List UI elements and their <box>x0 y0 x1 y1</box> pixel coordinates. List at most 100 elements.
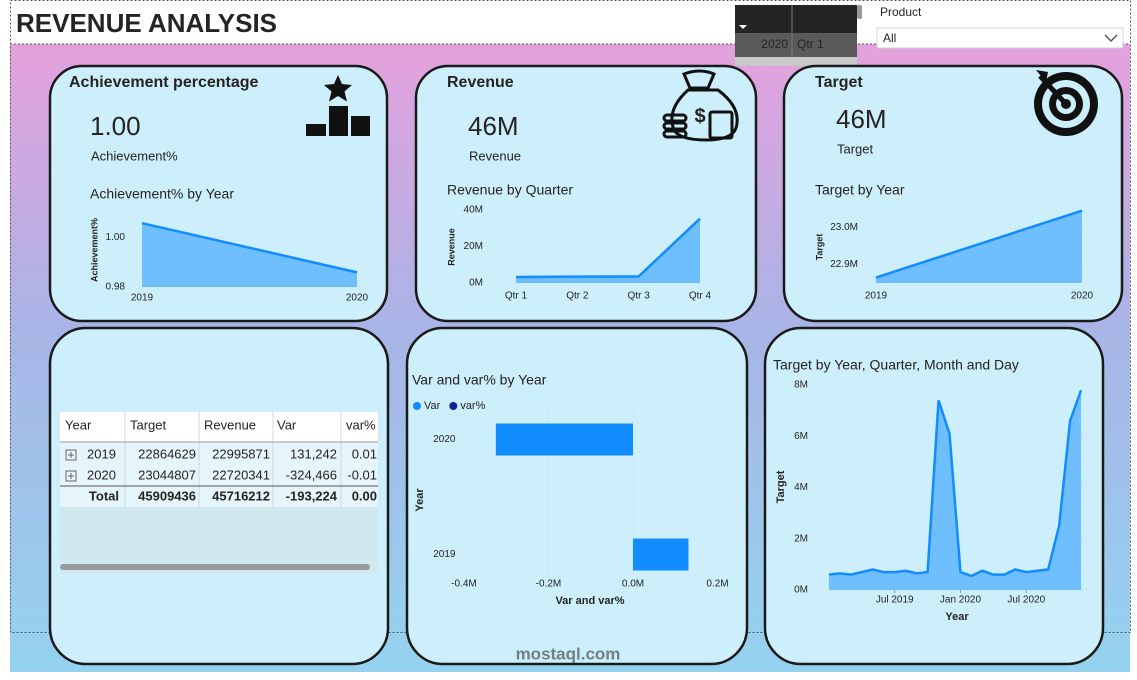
y-tick-label: 22.9M <box>830 259 858 270</box>
panel <box>405 326 749 666</box>
y-tick-label: 2020 <box>433 434 456 445</box>
area <box>516 218 700 283</box>
table-body <box>60 442 378 507</box>
table-cell: 0.01 <box>352 446 377 461</box>
table-cell: 45909436 <box>138 488 196 503</box>
table-scrollbar[interactable] <box>60 564 370 570</box>
slicer-header <box>735 5 857 33</box>
card-title: Achievement percentage <box>69 74 259 91</box>
slicer-header-label: Quarter <box>797 8 838 22</box>
card-value: 1.00 <box>90 111 141 141</box>
x-tick-label: Jul 2019 <box>876 595 914 606</box>
area <box>876 210 1082 283</box>
target-icon <box>1034 70 1098 136</box>
slicer-title: Product <box>880 5 922 19</box>
x-tick-label: 0.2M <box>706 579 728 590</box>
y-tick-label: 0.98 <box>106 282 126 293</box>
y-tick-label: 20M <box>464 241 483 252</box>
y-tick-label: 4M <box>794 482 808 493</box>
x-axis-title: Year <box>945 611 969 623</box>
x-tick-label: Jan 2020 <box>940 595 982 606</box>
chart-title: Achievement% by Year <box>90 186 234 202</box>
table-cell: 22995871 <box>212 446 270 461</box>
x-tick-label: Qtr 4 <box>689 291 712 302</box>
table-cell: 2019 <box>87 446 116 461</box>
slicer-scroll <box>857 5 862 19</box>
dropdown-chevron <box>1104 34 1118 43</box>
slicer-cell: Qtr 1 <box>797 37 824 51</box>
area <box>828 390 1082 590</box>
y-axis-title: Year <box>414 488 426 512</box>
x-tick-label: Qtr 2 <box>566 291 589 302</box>
chart-title: Var and var% by Year <box>412 372 547 388</box>
x-axis-title: Var and var% <box>555 595 624 607</box>
card-value: 46M <box>836 104 887 134</box>
bar <box>632 538 689 571</box>
x-tick-label: 2020 <box>346 293 369 304</box>
table-cell: 45716212 <box>212 488 270 503</box>
page-title: REVENUE ANALYSIS <box>16 8 277 38</box>
x-tick-label: Qtr 3 <box>628 291 651 302</box>
x-tick-label: 0.0M <box>622 579 644 590</box>
y-tick-label: 2019 <box>433 549 456 560</box>
slicer-header-label: Year <box>739 8 763 22</box>
y-axis-title: Achievement% <box>89 218 99 282</box>
x-tick-label: -0.2M <box>536 579 562 590</box>
sort-icon <box>739 25 747 29</box>
table-cell: 22720341 <box>212 467 270 482</box>
y-axis-title: Target <box>814 234 824 261</box>
expand-icon[interactable] <box>65 449 77 461</box>
expand-icon <box>68 473 74 479</box>
area <box>142 223 357 287</box>
money-bag-icon: $ <box>662 69 739 142</box>
chart-title: Target by Year, Quarter, Month and Day <box>773 357 1019 373</box>
line <box>828 389 1083 578</box>
y-tick-label: 8M <box>794 380 808 391</box>
card-label: Achievement% <box>91 148 178 163</box>
card-label: Revenue <box>469 148 521 163</box>
y-tick-label: 1.00 <box>106 232 126 243</box>
x-tick-label: -0.4M <box>451 579 477 590</box>
slicer-row[interactable] <box>735 33 857 57</box>
line <box>515 217 701 279</box>
x-tick-label: Qtr 1 <box>505 291 528 302</box>
watermark: mostaql.com <box>516 644 621 663</box>
table-cell: -324,466 <box>286 467 337 482</box>
table-cell: 2020 <box>87 467 116 482</box>
expand-icon <box>68 452 74 458</box>
table-header: Target <box>130 417 167 432</box>
legend-marker <box>449 402 458 410</box>
y-axis-title: Revenue <box>446 228 456 266</box>
legend-label: var% <box>460 400 485 412</box>
table-header: Revenue <box>204 417 256 432</box>
y-axis-title: Target <box>775 470 787 503</box>
table-cell: 22864629 <box>138 446 196 461</box>
chart-title: Target by Year <box>815 182 905 198</box>
x-tick-label: 2020 <box>1071 291 1094 302</box>
product-dropdown[interactable] <box>876 27 1124 49</box>
table-header: Year <box>65 417 92 432</box>
card-label: Target <box>837 141 874 156</box>
table-cell: Total <box>89 488 119 503</box>
slicer-row-cut <box>735 57 857 66</box>
podium-icon <box>306 75 370 136</box>
table-empty <box>60 507 378 574</box>
legend-label: Var <box>424 400 441 412</box>
y-tick-label: 0M <box>794 585 808 596</box>
line <box>875 209 1083 279</box>
table-cell: 23044807 <box>138 467 196 482</box>
table-header: var% <box>346 417 376 432</box>
table-cell: -193,224 <box>286 488 338 503</box>
table-header: Var <box>277 417 297 432</box>
y-tick-label: 23.0M <box>830 222 858 233</box>
panel <box>48 64 389 323</box>
y-tick-label: 40M <box>464 205 483 216</box>
expand-icon[interactable] <box>65 470 77 482</box>
slicer-cell: 2020 <box>761 37 788 51</box>
table-cell: -0.01 <box>347 467 377 482</box>
x-tick-label: 2019 <box>865 291 888 302</box>
card-title: Revenue <box>447 74 514 91</box>
y-tick-label: 6M <box>794 431 808 442</box>
